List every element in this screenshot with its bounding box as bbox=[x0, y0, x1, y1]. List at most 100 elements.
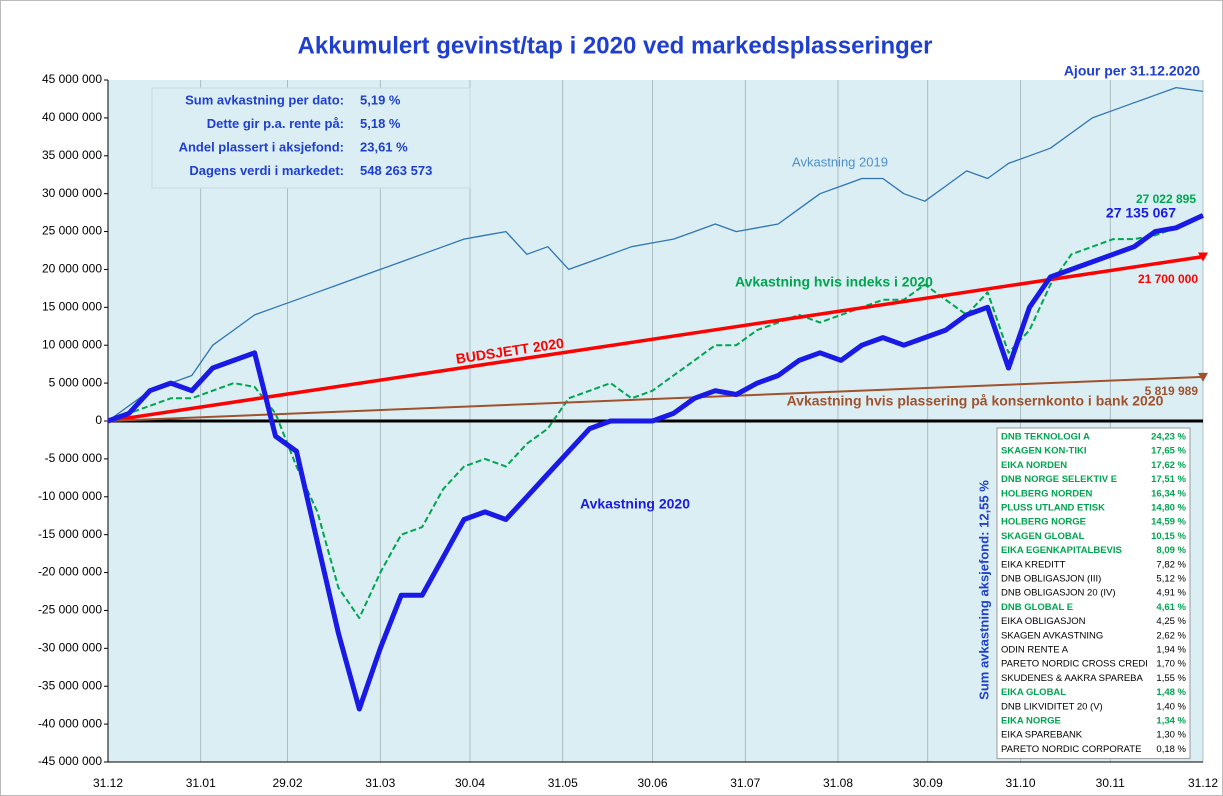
fund-value: 17,65 % bbox=[1151, 446, 1186, 457]
fund-name: EIKA NORGE bbox=[1001, 716, 1061, 727]
x-tick-label: 30.06 bbox=[637, 776, 667, 790]
y-tick-label: -35 000 000 bbox=[38, 678, 102, 692]
info-value: 5,18 % bbox=[360, 116, 401, 131]
x-tick-label: 30.11 bbox=[1096, 776, 1125, 790]
y-tick-label: -10 000 000 bbox=[38, 489, 102, 503]
series-label: Avkastning 2020 bbox=[580, 496, 690, 512]
fund-value: 0,18 % bbox=[1156, 744, 1186, 755]
x-tick-label: 31.12 bbox=[1188, 776, 1218, 790]
y-tick-label: -30 000 000 bbox=[38, 641, 102, 655]
y-tick-label: 5 000 000 bbox=[49, 375, 103, 389]
y-tick-label: 20 000 000 bbox=[42, 262, 102, 276]
info-value: 548 263 573 bbox=[360, 163, 432, 178]
series-label: Avkastning hvis plassering på konsernkon… bbox=[787, 393, 1164, 409]
x-tick-label: 29.02 bbox=[272, 776, 302, 790]
chart-title: Akkumulert gevinst/tap i 2020 ved marked… bbox=[298, 32, 933, 59]
fund-value: 4,61 % bbox=[1156, 602, 1186, 613]
series-label: Avkastning 2019 bbox=[792, 154, 888, 169]
fund-value: 14,59 % bbox=[1151, 517, 1186, 528]
y-tick-label: 0 bbox=[95, 413, 102, 427]
end-label: 27 022 895 bbox=[1136, 192, 1196, 206]
y-tick-label: 10 000 000 bbox=[42, 337, 102, 351]
fund-name: DNB LIKVIDITET 20 (V) bbox=[1001, 701, 1103, 712]
fund-value: 1,30 % bbox=[1156, 730, 1186, 741]
fund-name: HOLBERG NORDEN bbox=[1001, 488, 1092, 499]
end-label: 5 819 989 bbox=[1145, 384, 1199, 398]
info-label: Dette gir p.a. rente på: bbox=[207, 116, 344, 131]
fund-name: HOLBERG NORGE bbox=[1001, 517, 1086, 528]
y-tick-label: -25 000 000 bbox=[38, 603, 102, 617]
line-series bbox=[107, 254, 1204, 423]
fund-value: 10,15 % bbox=[1151, 531, 1186, 542]
chart-subtitle: Ajour per 31.12.2020 bbox=[1064, 63, 1200, 79]
fund-value: 1,55 % bbox=[1156, 673, 1186, 684]
y-tick-label: -5 000 000 bbox=[45, 451, 103, 465]
y-tick-label: -40 000 000 bbox=[38, 716, 102, 730]
info-value: 5,19 % bbox=[360, 92, 401, 107]
fund-value: 16,34 % bbox=[1151, 488, 1186, 499]
fund-name: SKUDENES & AAKRA SPAREBA bbox=[1001, 673, 1144, 684]
fund-name: SKAGEN GLOBAL bbox=[1001, 531, 1085, 542]
fund-value: 1,48 % bbox=[1156, 687, 1186, 698]
x-tick-label: 31.03 bbox=[365, 776, 395, 790]
fund-name: DNB GLOBAL E bbox=[1001, 602, 1073, 613]
fund-name: EIKA SPAREBANK bbox=[1001, 730, 1083, 741]
info-label: Andel plassert i aksjefond: bbox=[179, 139, 344, 154]
x-tick-label: 31.05 bbox=[548, 776, 578, 790]
y-tick-label: 45 000 000 bbox=[42, 72, 102, 86]
fund-table-title: Sum avkastning aksjefond: 12,55 % bbox=[976, 480, 991, 700]
y-tick-label: -20 000 000 bbox=[38, 565, 102, 579]
fund-name: SKAGEN AVKASTNING bbox=[1001, 630, 1103, 641]
fund-name: EIKA NORDEN bbox=[1001, 460, 1067, 471]
fund-value: 17,51 % bbox=[1151, 474, 1186, 485]
end-marker bbox=[1198, 372, 1208, 382]
fund-value: 1,40 % bbox=[1156, 701, 1186, 712]
fund-name: PARETO NORDIC CORPORATE bbox=[1001, 744, 1141, 755]
fund-name: EIKA KREDITT bbox=[1001, 559, 1066, 570]
x-tick-label: 30.09 bbox=[913, 776, 943, 790]
fund-value: 4,25 % bbox=[1156, 616, 1186, 627]
fund-name: ODIN RENTE A bbox=[1001, 645, 1069, 656]
end-label: 21 700 000 bbox=[1138, 272, 1198, 286]
y-tick-label: 35 000 000 bbox=[42, 148, 102, 162]
fund-name: DNB NORGE SELEKTIV E bbox=[1001, 474, 1117, 485]
line-series bbox=[107, 213, 1205, 712]
fund-value: 7,82 % bbox=[1156, 559, 1186, 570]
y-tick-label: -15 000 000 bbox=[38, 527, 102, 541]
x-tick-label: 31.12 bbox=[93, 776, 123, 790]
fund-value: 14,80 % bbox=[1151, 503, 1186, 514]
fund-name: PARETO NORDIC CROSS CREDI bbox=[1001, 659, 1148, 670]
fund-value: 1,70 % bbox=[1156, 659, 1186, 670]
fund-value: 2,62 % bbox=[1156, 630, 1186, 641]
fund-value: 8,09 % bbox=[1156, 545, 1186, 556]
fund-name: EIKA GLOBAL bbox=[1001, 687, 1066, 698]
end-marker bbox=[1198, 252, 1208, 262]
fund-value: 4,91 % bbox=[1156, 588, 1186, 599]
y-tick-label: 25 000 000 bbox=[42, 224, 102, 238]
x-tick-label: 31.07 bbox=[730, 776, 760, 790]
fund-name: PLUSS UTLAND ETISK bbox=[1001, 503, 1105, 514]
x-tick-label: 31.08 bbox=[823, 776, 853, 790]
fund-name: SKAGEN KON-TIKI bbox=[1001, 446, 1087, 457]
x-tick-label: 30.04 bbox=[455, 776, 485, 790]
y-tick-label: 15 000 000 bbox=[42, 300, 102, 314]
line-series bbox=[107, 86, 1204, 422]
info-label: Dagens verdi i markedet: bbox=[189, 163, 344, 178]
fund-name: EIKA OBLIGASJON bbox=[1001, 616, 1086, 627]
fund-value: 24,23 % bbox=[1151, 432, 1186, 443]
y-tick-label: 40 000 000 bbox=[42, 110, 102, 124]
fund-value: 5,12 % bbox=[1156, 574, 1186, 585]
info-value: 23,61 % bbox=[360, 139, 408, 154]
fund-name: DNB OBLIGASJON 20 (IV) bbox=[1001, 588, 1116, 599]
x-tick-label: 31.10 bbox=[1005, 776, 1035, 790]
fund-value: 17,62 % bbox=[1151, 460, 1186, 471]
fund-name: DNB TEKNOLOGI A bbox=[1001, 432, 1090, 443]
line-series bbox=[107, 375, 1204, 422]
info-box bbox=[151, 87, 471, 189]
fund-name: DNB OBLIGASJON (III) bbox=[1001, 574, 1101, 585]
fund-name: EIKA EGENKAPITALBEVIS bbox=[1001, 545, 1122, 556]
series-label: Avkastning hvis indeks i 2020 bbox=[735, 274, 933, 290]
info-label: Sum avkastning per dato: bbox=[185, 92, 344, 107]
y-tick-label: 30 000 000 bbox=[42, 186, 102, 200]
